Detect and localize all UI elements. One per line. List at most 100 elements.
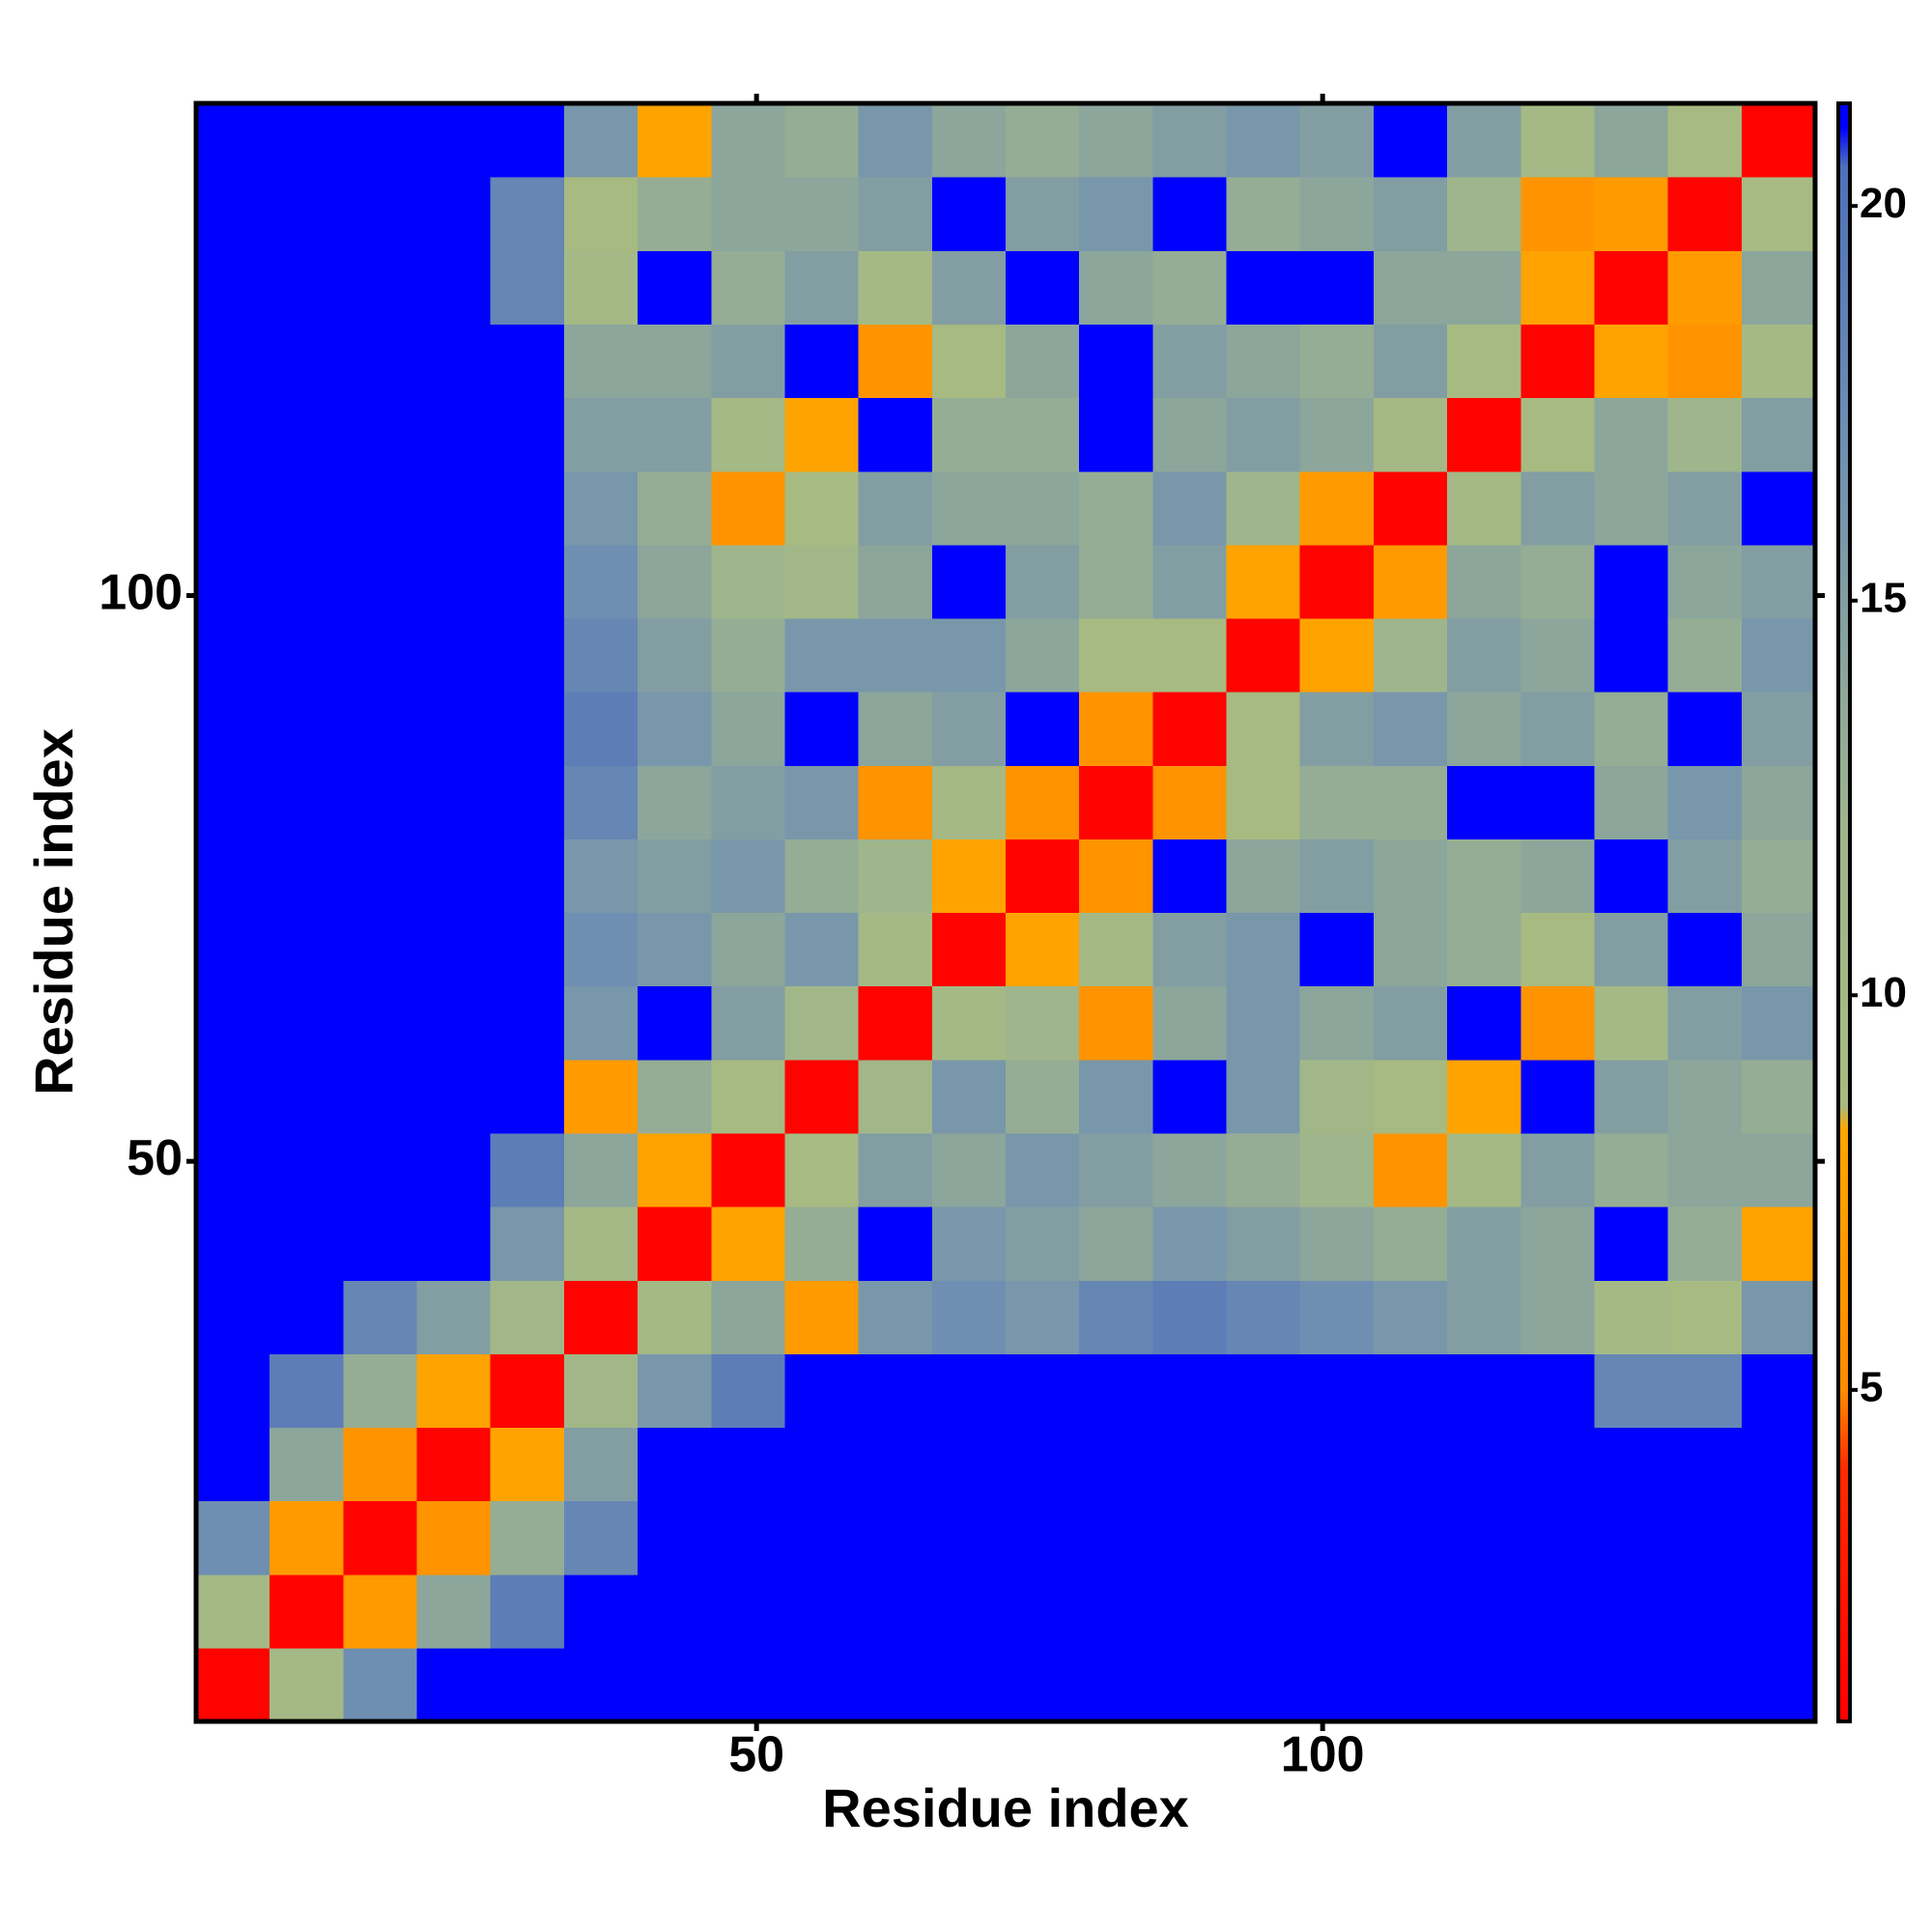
heatmap-cell [1741, 1207, 1816, 1281]
heatmap-cell [1152, 324, 1228, 399]
heatmap-cell [1299, 177, 1375, 251]
heatmap-cell [416, 397, 492, 472]
heatmap-cell [1741, 250, 1816, 326]
heatmap-cell [196, 985, 270, 1061]
heatmap-cell [196, 250, 270, 326]
heatmap-cell [1152, 544, 1228, 619]
heatmap-cell [638, 324, 712, 399]
heatmap-cell [1520, 397, 1596, 472]
heatmap-cell [1594, 1500, 1669, 1576]
heatmap-cell [931, 470, 1007, 546]
heatmap-cell [1226, 1647, 1301, 1722]
heatmap-cell [1373, 250, 1448, 326]
heatmap-cell [1373, 1353, 1448, 1429]
heatmap-cell [490, 1207, 565, 1281]
heatmap-cell [1447, 1280, 1521, 1354]
heatmap-cell [1520, 544, 1596, 619]
heatmap-cell [563, 838, 639, 914]
heatmap-cell [1594, 250, 1669, 326]
heatmap-cell [1667, 765, 1743, 839]
heatmap-cell [858, 1647, 933, 1722]
heatmap-cell [270, 765, 344, 839]
heatmap-cell [1373, 324, 1448, 399]
heatmap-cell [1520, 1353, 1596, 1429]
heatmap-cell [343, 397, 418, 472]
heatmap-cell [1594, 544, 1669, 619]
heatmap-cell [416, 1132, 492, 1208]
heatmap-cell [858, 324, 933, 399]
heatmap-cell [1226, 765, 1301, 839]
heatmap-cell [270, 838, 344, 914]
heatmap-cell [196, 765, 270, 839]
heatmap-cell [270, 1574, 344, 1649]
y-axis-title: Residue index [23, 728, 84, 1095]
heatmap-cell [1447, 1132, 1521, 1208]
heatmap-cell [1373, 985, 1448, 1061]
x-tick-label: 100 [1281, 1727, 1365, 1783]
heatmap-cell [1447, 103, 1521, 178]
colorbar-tick-label: 10 [1860, 969, 1907, 1016]
heatmap-cell [416, 544, 492, 619]
heatmap-cell [1152, 1353, 1228, 1429]
heatmap-cell [416, 470, 492, 546]
heatmap-cell [931, 324, 1007, 399]
heatmap-cell [1226, 1059, 1301, 1134]
heatmap-cell [1373, 617, 1448, 693]
heatmap-cell [343, 1574, 418, 1649]
heatmap-cell [1594, 1427, 1669, 1502]
heatmap-cell [711, 1059, 786, 1134]
heatmap-cell [711, 397, 786, 472]
heatmap-cell [1741, 397, 1816, 472]
heatmap-cell [784, 470, 860, 546]
heatmap-cell [784, 544, 860, 619]
heatmap-cell [563, 1059, 639, 1134]
heatmap-cell [1447, 470, 1521, 546]
heatmap-cell [638, 765, 712, 839]
heatmap-cell [1226, 1132, 1301, 1208]
heatmap-cell [1741, 692, 1816, 766]
heatmap-cell [1152, 1207, 1228, 1281]
heatmap-cell [1006, 1353, 1080, 1429]
heatmap-cell [931, 1427, 1007, 1502]
heatmap-cell [638, 1280, 712, 1354]
heatmap-cell [1373, 470, 1448, 546]
heatmap-cell [343, 1647, 418, 1722]
heatmap-cell [1299, 250, 1375, 326]
heatmap-cell [270, 1427, 344, 1502]
heatmap-cell [563, 544, 639, 619]
heatmap-cell [416, 1647, 492, 1722]
heatmap-cell [1520, 1059, 1596, 1134]
heatmap-cell [1299, 1132, 1375, 1208]
heatmap-cell [711, 1132, 786, 1208]
heatmap-cell [1299, 1500, 1375, 1576]
heatmap-cell [1741, 1353, 1816, 1429]
heatmap-cell [1520, 177, 1596, 251]
heatmap-cell [1299, 617, 1375, 693]
heatmap-cell [563, 1574, 639, 1649]
heatmap-cell [196, 103, 270, 178]
heatmap-cell [1741, 765, 1816, 839]
heatmap-cell [1079, 1500, 1153, 1576]
heatmap-cell [931, 985, 1007, 1061]
heatmap-cell [711, 1500, 786, 1576]
heatmap-cell [711, 1427, 786, 1502]
heatmap-cell [1594, 912, 1669, 987]
heatmap-cell [490, 838, 565, 914]
heatmap-cell [1079, 397, 1153, 472]
heatmap-cell [563, 397, 639, 472]
heatmap-cell [343, 1059, 418, 1134]
heatmap-cell [638, 1132, 712, 1208]
heatmap-cell [1667, 1427, 1743, 1502]
heatmap-cell [1079, 1207, 1153, 1281]
heatmap-cell [416, 1059, 492, 1134]
heatmap-cell [343, 1132, 418, 1208]
heatmap-cell [1226, 1353, 1301, 1429]
heatmap-cell [784, 1574, 860, 1649]
heatmap-cell [196, 397, 270, 472]
heatmap-cell [1079, 103, 1153, 178]
heatmap-cell [1520, 103, 1596, 178]
heatmap-cell [1520, 1207, 1596, 1281]
heatmap-cell [1299, 1574, 1375, 1649]
heatmap-cell [858, 765, 933, 839]
x-tick-label: 50 [728, 1727, 784, 1783]
